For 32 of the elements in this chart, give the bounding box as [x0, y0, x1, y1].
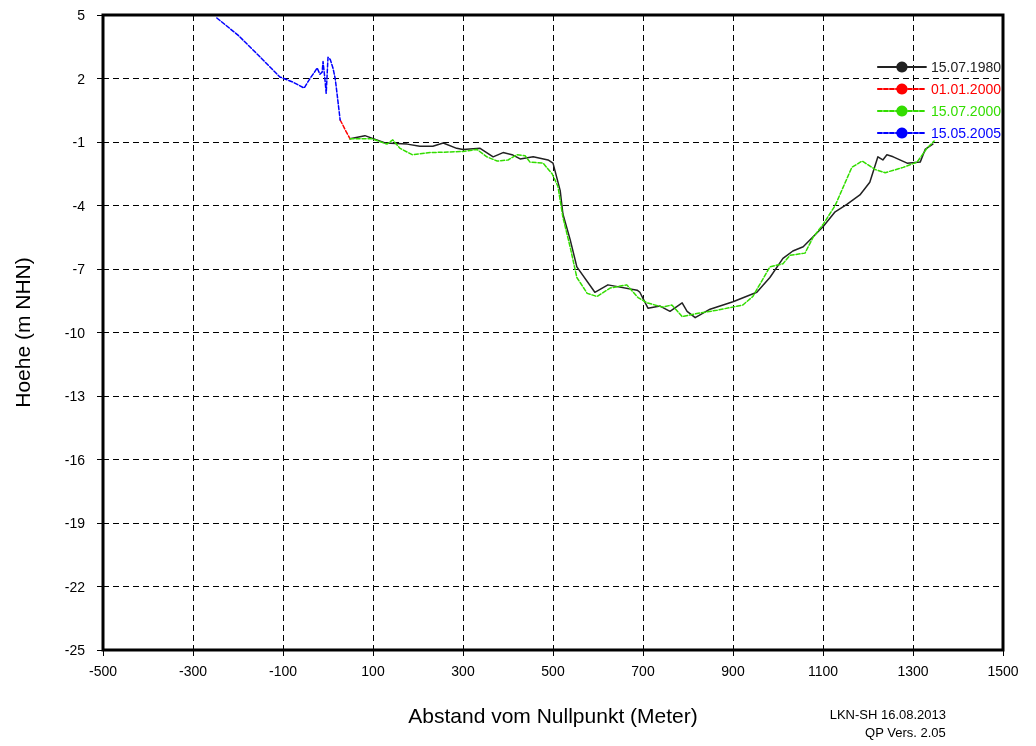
legend-label: 15.07.1980	[930, 59, 1002, 75]
y-tick-label: 2	[77, 70, 86, 87]
y-tick-label: -7	[72, 261, 86, 277]
text: LKN-SH 16.08.2013	[829, 707, 947, 722]
x-tick-label: 700	[631, 663, 655, 679]
line-series	[216, 17, 341, 121]
x-tick-label: 1500	[987, 663, 1019, 679]
y-tick-label: -16	[64, 451, 86, 468]
x-tick-label: 500	[541, 663, 565, 679]
legend-label: 01.01.2000	[930, 81, 1002, 97]
x-tick-label: -100	[268, 663, 298, 679]
x-tick-label: -500	[88, 663, 118, 679]
x-tick-label: -300	[178, 663, 208, 679]
y-tick-label: -19	[64, 515, 86, 531]
legend-label: 15.05.2005	[930, 125, 1002, 141]
y-tick-label: -22	[64, 578, 86, 595]
x-axis-title: Abstand vom Nullpunkt (Meter)	[408, 704, 698, 727]
y-axis-title: Hoehe (m NHN)	[11, 257, 34, 408]
y-tick-label: 5	[77, 7, 86, 23]
x-tick-label: 1100	[807, 663, 839, 679]
x-tick-label: 300	[451, 663, 475, 679]
x-tick-label: 900	[721, 663, 745, 679]
y-tick-label: -4	[72, 197, 86, 214]
text: QP Vers. 2.05	[865, 725, 946, 740]
x-tick-label: 100	[361, 663, 385, 679]
y-tick-label: -13	[64, 388, 86, 404]
legend-label: 15.07.2000	[930, 103, 1002, 119]
line-series	[339, 119, 351, 140]
y-tick-label: -10	[64, 324, 86, 341]
y-tick-label: -1	[72, 134, 86, 150]
y-tick-label: -25	[64, 642, 86, 658]
x-tick-label: 1300	[897, 663, 929, 679]
